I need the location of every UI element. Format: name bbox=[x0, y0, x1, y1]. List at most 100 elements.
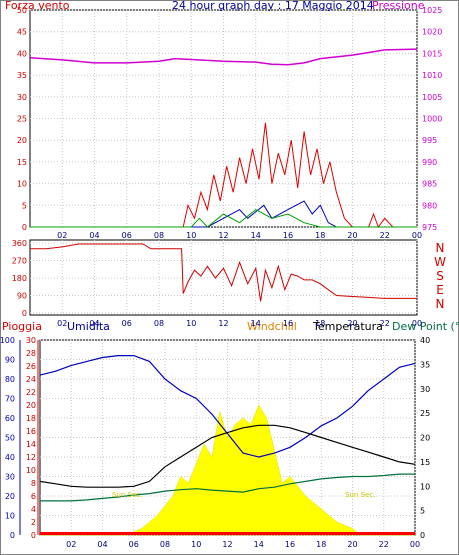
x-tick-label: 16 bbox=[283, 319, 293, 328]
x-tick-label: 06 bbox=[122, 319, 132, 328]
rain-tick-label: 4 bbox=[31, 505, 36, 514]
compass-label: W bbox=[434, 255, 446, 269]
x-tick-label: 12 bbox=[218, 319, 228, 328]
rain-bar bbox=[40, 532, 415, 535]
sun-annotation-left: Sun Sec. bbox=[112, 491, 142, 499]
humidity-tick-label: 100 bbox=[0, 336, 15, 345]
temp-tick-label: 25 bbox=[420, 409, 430, 418]
pressure-label: Pressione bbox=[372, 0, 425, 12]
x-tick-label: 22 bbox=[380, 231, 390, 240]
x-tick-label: 04 bbox=[97, 540, 107, 549]
rain-label: Pioggia bbox=[2, 320, 42, 333]
y-right-tick-label: 1015 bbox=[422, 49, 442, 58]
x-tick-label: 10 bbox=[186, 231, 196, 240]
y-tick-label: 180 bbox=[12, 274, 27, 283]
y-tick-label: 270 bbox=[12, 257, 27, 266]
humidity-tick-label: 90 bbox=[5, 356, 15, 365]
humidity-label: Umidita bbox=[67, 320, 110, 333]
x-tick-label: 14 bbox=[251, 231, 261, 240]
series-humidity bbox=[39, 355, 416, 458]
rain-tick-label: 8 bbox=[31, 479, 36, 488]
y-left-tick-label: 25 bbox=[17, 115, 27, 124]
rain-tick-label: 28 bbox=[26, 349, 36, 358]
rain-tick-label: 16 bbox=[26, 427, 36, 436]
rain-tick-label: 22 bbox=[26, 388, 36, 397]
rain-tick-label: 6 bbox=[31, 492, 36, 501]
x-tick-label: 12 bbox=[218, 231, 228, 240]
y-right-tick-label: 980 bbox=[422, 201, 437, 210]
rain-tick-label: 2 bbox=[31, 518, 36, 527]
sun-annotation-right: Sun Sec. bbox=[345, 491, 375, 499]
x-tick-label: 22 bbox=[379, 540, 389, 549]
y-left-tick-label: 35 bbox=[17, 71, 27, 80]
dew-point-label: Dew Point (°C bbox=[392, 320, 459, 333]
x-tick-label: 16 bbox=[285, 540, 295, 549]
x-tick-label: 20 bbox=[347, 319, 357, 328]
compass-label: S bbox=[436, 269, 444, 283]
humidity-tick-label: 80 bbox=[5, 375, 15, 384]
temp-tick-label: 20 bbox=[420, 434, 430, 443]
y-left-tick-label: 50 bbox=[17, 6, 27, 15]
series-wind_direction bbox=[30, 243, 417, 302]
x-tick-label: 18 bbox=[315, 231, 325, 240]
x-tick-label: 16 bbox=[283, 231, 293, 240]
humidity-tick-label: 40 bbox=[5, 453, 15, 462]
rain-tick-label: 14 bbox=[26, 440, 36, 449]
x-tick-label: 08 bbox=[154, 319, 164, 328]
y-right-tick-label: 1005 bbox=[422, 93, 442, 102]
y-left-tick-label: 20 bbox=[17, 136, 27, 145]
rain-tick-label: 10 bbox=[26, 466, 36, 475]
x-tick-label: 04 bbox=[89, 231, 99, 240]
temp-tick-label: 35 bbox=[420, 360, 430, 369]
series-wind_green bbox=[30, 209, 417, 228]
x-tick-label: 20 bbox=[347, 231, 357, 240]
rain-tick-label: 24 bbox=[26, 375, 36, 384]
x-tick-label: 00 bbox=[412, 319, 422, 328]
x-tick-label: 14 bbox=[251, 319, 261, 328]
chart-title: 24 hour graph day : 17 Maggio 2014 bbox=[172, 0, 374, 12]
windchill-label: Windchill bbox=[247, 320, 297, 333]
x-tick-label: 02 bbox=[57, 231, 67, 240]
temp-tick-label: 15 bbox=[420, 458, 430, 467]
humidity-tick-label: 60 bbox=[5, 414, 15, 423]
y-right-tick-label: 1020 bbox=[422, 28, 442, 37]
x-tick-label: 20 bbox=[347, 540, 357, 549]
x-tick-label: 06 bbox=[129, 540, 139, 549]
x-tick-label: 14 bbox=[254, 540, 264, 549]
x-tick-label: 08 bbox=[154, 231, 164, 240]
x-tick-label: 08 bbox=[160, 540, 170, 549]
x-tick-label: 06 bbox=[122, 231, 132, 240]
y-left-tick-label: 45 bbox=[17, 28, 27, 37]
y-tick-label: 0 bbox=[22, 309, 27, 318]
temp-tick-label: 10 bbox=[420, 482, 430, 491]
rain-tick-label: 0 bbox=[31, 531, 36, 540]
y-right-tick-label: 985 bbox=[422, 180, 437, 189]
y-left-tick-label: 30 bbox=[17, 93, 27, 102]
rain-tick-label: 20 bbox=[26, 401, 36, 410]
compass-label: N bbox=[436, 297, 445, 311]
y-left-tick-label: 10 bbox=[17, 180, 27, 189]
y-tick-label: 90 bbox=[17, 292, 27, 301]
series-dew_point bbox=[40, 473, 415, 502]
humidity-tick-label: 50 bbox=[5, 434, 15, 443]
series-wind_gust_blue bbox=[30, 200, 417, 228]
y-left-tick-label: 15 bbox=[17, 158, 27, 167]
y-right-tick-label: 1010 bbox=[422, 71, 442, 80]
rain-tick-label: 30 bbox=[26, 336, 36, 345]
x-tick-label: 10 bbox=[191, 540, 201, 549]
series-temperature bbox=[39, 424, 416, 488]
temp-tick-label: 0 bbox=[420, 531, 425, 540]
x-tick-label: 12 bbox=[222, 540, 232, 549]
x-tick-label: 18 bbox=[315, 319, 325, 328]
y-right-tick-label: 995 bbox=[422, 136, 437, 145]
y-right-tick-label: 1000 bbox=[422, 115, 442, 124]
x-tick-label: 04 bbox=[89, 319, 99, 328]
humidity-tick-label: 0 bbox=[10, 531, 15, 540]
temp-tick-label: 30 bbox=[420, 385, 430, 394]
temp-tick-label: 5 bbox=[420, 507, 425, 516]
rain-tick-label: 12 bbox=[26, 453, 36, 462]
wind-speed-label: Forza vento bbox=[5, 0, 70, 12]
temperature-label: Temperatura bbox=[312, 320, 383, 333]
series-pressure bbox=[29, 48, 418, 66]
